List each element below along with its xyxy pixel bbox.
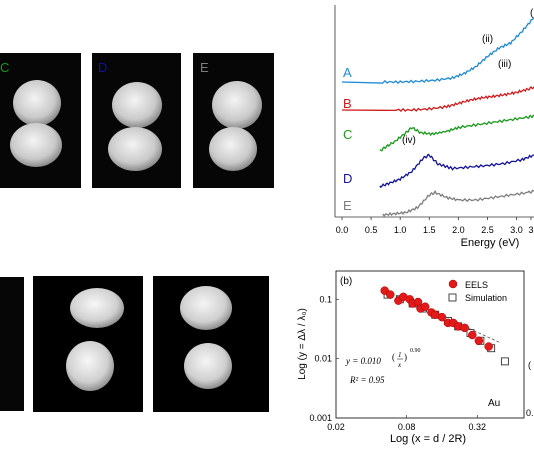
ratio-x-tick-label: 0.32 bbox=[469, 422, 487, 432]
stem-image-bottom-2 bbox=[33, 276, 143, 412]
stem-image-c bbox=[0, 53, 81, 188]
svg-text:): ) bbox=[404, 352, 407, 362]
legend-eels-label: EELS bbox=[465, 280, 488, 290]
eels-series-line-B bbox=[341, 86, 534, 112]
ratio-x-axis-title: Log (x = d / 2R) bbox=[390, 433, 466, 445]
eels-point bbox=[416, 304, 425, 313]
eels-series-label-A: A bbox=[343, 65, 352, 80]
eels-point bbox=[449, 318, 458, 328]
image-label-e: E bbox=[200, 60, 209, 75]
eels-series-line-C bbox=[379, 114, 534, 152]
image-label-d: D bbox=[98, 60, 108, 75]
annotation-ii: (ii) bbox=[482, 34, 493, 45]
eels-point bbox=[408, 299, 417, 308]
nanoparticle-dimer-image bbox=[180, 286, 232, 389]
legend: EELS Simulation bbox=[448, 279, 507, 303]
nanoparticle-dimer-image bbox=[108, 82, 162, 171]
stem-image-bottom-1 bbox=[0, 277, 24, 411]
eels-series-line-E bbox=[382, 189, 534, 218]
eels-series-line-A bbox=[341, 17, 534, 85]
eels-point bbox=[453, 322, 463, 331]
simulation-point bbox=[487, 344, 496, 353]
eels-series-line-D bbox=[379, 153, 534, 189]
ratio-x-tick-label: 0.02 bbox=[327, 422, 345, 432]
simulation-point bbox=[500, 357, 509, 366]
eels-x-tick-label: 2.0 bbox=[452, 225, 465, 235]
simulation-point bbox=[395, 295, 404, 304]
legend-eels-marker bbox=[448, 279, 458, 289]
eels-x-tick-label: 3 bbox=[528, 225, 533, 235]
eels-series-group bbox=[341, 17, 534, 218]
edge-fragment-bottom: 0. bbox=[526, 408, 534, 418]
eels-x-tick-label: 3.0 bbox=[510, 225, 523, 235]
legend-simulation-marker bbox=[448, 293, 457, 302]
simulation-point bbox=[431, 310, 440, 319]
eels-x-tick-label: 0.0 bbox=[336, 225, 349, 235]
material-label: Au bbox=[488, 398, 500, 409]
nanoparticle-dimer-image bbox=[10, 80, 62, 167]
legend-simulation-label: Simulation bbox=[465, 293, 507, 303]
ratio-y-tick-label: 0.01 bbox=[314, 354, 332, 364]
stem-image-bottom-3 bbox=[153, 276, 269, 412]
eels-x-axis-title: Energy (eV) bbox=[461, 237, 520, 249]
eels-point bbox=[443, 318, 453, 328]
annotation-iv: (iv) bbox=[402, 135, 416, 146]
image-label-c: C bbox=[0, 60, 10, 75]
eels-point bbox=[386, 290, 395, 299]
eels-point bbox=[484, 342, 493, 351]
panel-label-b: (b) bbox=[340, 276, 352, 287]
eels-point bbox=[427, 308, 436, 317]
stem-image-d bbox=[92, 53, 181, 188]
ratio-points bbox=[380, 286, 509, 366]
eels-point bbox=[413, 297, 423, 307]
eels-point bbox=[394, 296, 403, 305]
simulation-point bbox=[466, 329, 475, 338]
annotation-iii: (iii) bbox=[498, 59, 511, 70]
eels-x-tick-label: 2.5 bbox=[481, 225, 494, 235]
simulation-point bbox=[444, 317, 452, 326]
stem-image-e bbox=[193, 53, 274, 188]
eels-point bbox=[399, 292, 408, 302]
eels-point bbox=[405, 295, 414, 304]
eels-point bbox=[468, 330, 477, 340]
eels-x-tick-label: 1.5 bbox=[423, 225, 436, 235]
eels-series-label-C: C bbox=[343, 127, 352, 142]
fit-equation: y = 0.010 ( 1 x ) 0.90 bbox=[345, 348, 421, 369]
svg-text:x: x bbox=[397, 361, 402, 369]
eels-x-tick-label: 0.5 bbox=[365, 225, 378, 235]
ratio-x-tick-label: 0.08 bbox=[398, 422, 416, 432]
edge-fragment-top: ( bbox=[528, 360, 531, 370]
svg-text:y = 0.010: y = 0.010 bbox=[345, 356, 381, 366]
eels-axes: 0.0 0.5 1.0 1.5 2.0 2.5 3.0 3 bbox=[334, 5, 534, 235]
ratio-y-axis-title: Log (y = Δλ / λ₀) bbox=[297, 308, 308, 380]
eels-point bbox=[474, 336, 484, 346]
simulation-point bbox=[454, 322, 463, 331]
simulation-point bbox=[418, 304, 427, 313]
eels-point bbox=[460, 323, 469, 333]
eels-point bbox=[380, 286, 389, 295]
eels-series-labels: A B C DE bbox=[343, 65, 352, 213]
eels-point bbox=[437, 312, 447, 322]
svg-text:0.90: 0.90 bbox=[410, 348, 421, 354]
eels-x-tick-label: 1.0 bbox=[394, 225, 407, 235]
simulation-point bbox=[408, 299, 417, 308]
svg-text:(: ( bbox=[392, 352, 395, 362]
annotation-edge: ( bbox=[530, 8, 534, 19]
eels-point bbox=[420, 302, 430, 311]
simulation-point bbox=[476, 336, 485, 345]
ratio-y-tick-label: 0.1 bbox=[319, 294, 332, 304]
simulation-point bbox=[383, 290, 392, 299]
ratio-y-tick-label: 0.001 bbox=[309, 413, 332, 423]
eels-series-label-B: B bbox=[343, 96, 352, 111]
eels-series-label-D: D bbox=[343, 171, 352, 186]
nanoparticle-dimer-image bbox=[66, 288, 124, 391]
plot-frame bbox=[335, 270, 525, 419]
eels-series-label-E: E bbox=[343, 198, 352, 213]
eels-point bbox=[430, 310, 440, 319]
r-squared: R² = 0.95 bbox=[349, 375, 385, 385]
svg-text:1: 1 bbox=[398, 351, 402, 359]
fit-line bbox=[382, 288, 501, 343]
ratio-axes: 0.02 0.08 0.32 0.1 0.01 0.001 bbox=[309, 294, 486, 432]
nanoparticle-dimer-image bbox=[209, 81, 262, 171]
